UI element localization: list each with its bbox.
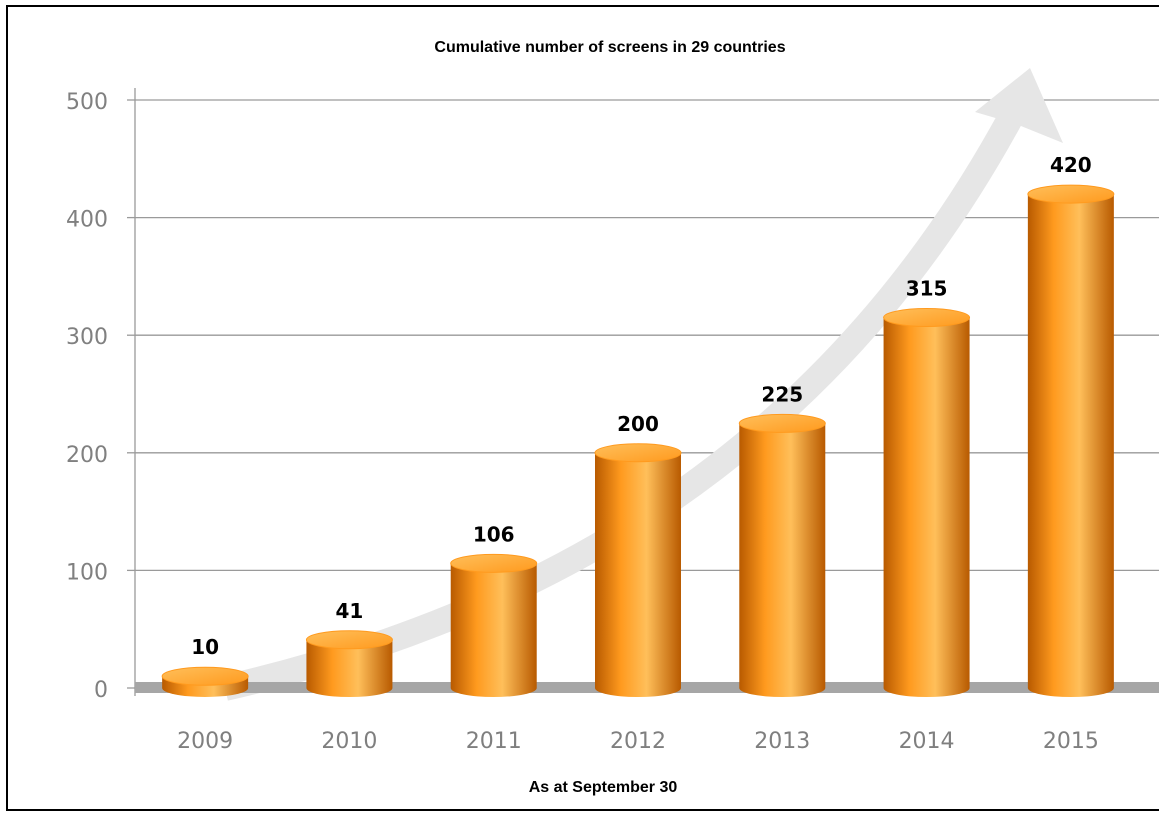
bar-top: [1027, 184, 1115, 204]
y-tick-label: 200: [66, 443, 108, 468]
bar-top: [883, 308, 971, 328]
x-tick-label: 2015: [1043, 729, 1099, 754]
bar: [306, 639, 393, 697]
bar: [1027, 194, 1114, 697]
data-label: 10: [191, 635, 219, 659]
bar: [595, 452, 681, 697]
data-label: 225: [761, 382, 803, 406]
y-tick-label: 300: [66, 325, 108, 350]
y-tick-label: 400: [66, 208, 108, 233]
bar-top: [161, 666, 249, 686]
x-tick-label: 2011: [466, 729, 522, 754]
x-tick-label: 2014: [899, 729, 955, 754]
data-label: 41: [336, 599, 364, 623]
x-tick-label: 2009: [177, 729, 233, 754]
bar-top: [450, 553, 538, 573]
data-label: 106: [473, 522, 515, 546]
bar: [883, 317, 970, 697]
bar: [450, 563, 537, 697]
x-tick-label: 2010: [321, 729, 377, 754]
x-tick-label: 2012: [610, 729, 666, 754]
y-tick-label: 100: [66, 560, 108, 585]
data-label: 315: [906, 277, 948, 301]
bar-top: [594, 443, 682, 463]
x-tick-label: 2013: [754, 729, 810, 754]
chart-footnote: As at September 30: [529, 779, 678, 796]
data-label: 200: [617, 412, 659, 436]
y-tick-label: 0: [94, 678, 108, 703]
trend-arrow-head: [975, 68, 1063, 143]
chart-title: Cumulative number of screens in 29 count…: [434, 39, 785, 56]
bar: [739, 423, 826, 697]
data-label: 420: [1050, 153, 1092, 177]
y-tick-label: 500: [66, 90, 108, 115]
bar-top: [305, 630, 393, 650]
bar-top: [738, 413, 826, 433]
